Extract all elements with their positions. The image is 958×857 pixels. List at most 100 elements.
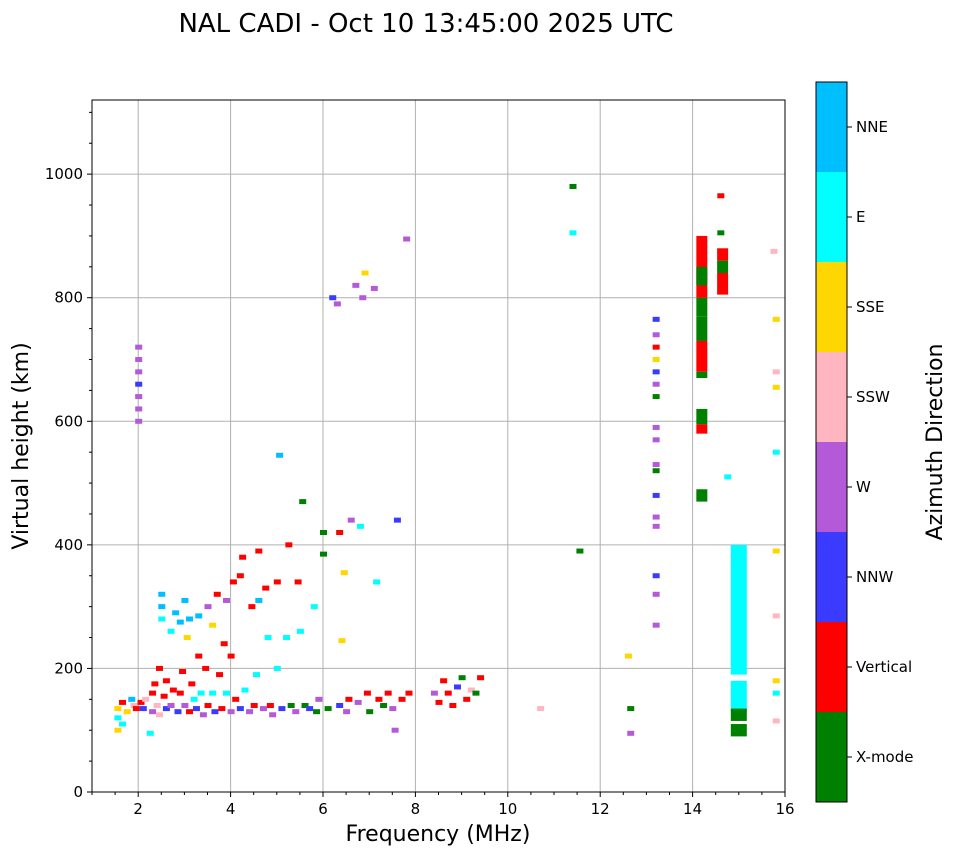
data-point (652, 437, 660, 443)
colorbar: X-mode Vertical NNW W SSW SSE E NNE (815, 81, 913, 803)
data-point (135, 381, 143, 387)
data-point (255, 548, 263, 554)
data-point (213, 591, 221, 597)
data-bar (730, 680, 747, 712)
data-point (384, 690, 392, 696)
data-point (430, 690, 438, 696)
data-point (389, 706, 397, 712)
data-point (135, 357, 143, 362)
data-point (135, 406, 143, 412)
data-point (624, 653, 632, 659)
data-point (652, 591, 660, 597)
data-point (162, 678, 170, 684)
data-point (220, 641, 228, 647)
data-point (276, 452, 284, 458)
data-point (264, 635, 272, 641)
data-point (405, 690, 413, 696)
data-point (259, 706, 267, 712)
data-point (236, 706, 244, 712)
data-point (391, 727, 399, 733)
data-point (652, 316, 660, 322)
data-point (199, 712, 207, 718)
data-point (130, 703, 138, 708)
colorbar-label: SSW (856, 388, 890, 406)
data-point (211, 709, 219, 715)
data-point (181, 703, 189, 708)
data-point (652, 332, 660, 338)
data-point (169, 687, 177, 693)
data-point (179, 669, 187, 675)
data-point (772, 613, 780, 619)
data-point (772, 369, 780, 375)
data-point (232, 696, 240, 702)
colorbar-label: E (856, 208, 865, 226)
plot-frame (91, 99, 786, 793)
data-point (250, 703, 258, 708)
data-point (354, 699, 362, 705)
data-bar (730, 544, 747, 675)
data-point (292, 709, 300, 715)
data-point (186, 709, 194, 715)
data-point (453, 684, 461, 690)
data-point (266, 703, 274, 708)
data-point (202, 665, 210, 671)
data-point (772, 678, 780, 684)
data-point (151, 681, 159, 687)
data-point (158, 616, 166, 622)
data-bar (717, 273, 729, 295)
data-point (301, 703, 309, 708)
data-point (356, 523, 364, 529)
data-point (652, 492, 660, 498)
data-point (135, 369, 143, 375)
data-bar (696, 371, 708, 379)
data-point (313, 709, 321, 715)
data-point (204, 604, 212, 610)
x-tick-label: 4 (226, 800, 236, 818)
data-point (717, 230, 725, 236)
data-bar (730, 724, 747, 737)
data-point (652, 622, 660, 628)
data-point (123, 709, 131, 715)
data-point (229, 579, 237, 585)
colorbar-title: Azimuth Direction (923, 343, 948, 540)
x-tick-label: 6 (318, 800, 328, 818)
data-point (294, 579, 302, 585)
data-point (183, 635, 191, 641)
y-axis-label: Virtual height (km) (9, 342, 34, 549)
data-point (652, 468, 660, 474)
data-point (343, 709, 351, 715)
data-point (135, 344, 143, 350)
data-point (772, 548, 780, 554)
data-point (627, 730, 635, 736)
data-point (333, 301, 341, 307)
data-point (463, 696, 471, 702)
data-point (176, 690, 184, 696)
data-point (192, 706, 200, 712)
data-point (537, 706, 545, 712)
data-point (361, 270, 369, 276)
data-point (186, 616, 194, 622)
data-point (444, 690, 452, 696)
data-point (158, 591, 166, 597)
data-point (652, 394, 660, 400)
colorbar-segment (816, 82, 847, 172)
colorbar-label: Vertical (856, 658, 912, 676)
y-tick-label: 0 (73, 783, 83, 801)
data-point (652, 369, 660, 375)
data-point (197, 690, 205, 696)
x-tick-label: 10 (498, 800, 517, 818)
grid (92, 100, 785, 792)
data-point (627, 706, 635, 712)
data-point (336, 530, 344, 535)
data-point (216, 672, 224, 678)
data-point (273, 579, 281, 585)
colorbar-label: W (856, 478, 871, 496)
data-point (195, 613, 203, 619)
data-point (652, 514, 660, 520)
y-tick-label: 800 (54, 289, 83, 307)
data-point (772, 718, 780, 724)
data-point (724, 474, 732, 480)
data-bar (696, 297, 708, 317)
data-point (324, 706, 332, 712)
data-point (227, 653, 235, 659)
